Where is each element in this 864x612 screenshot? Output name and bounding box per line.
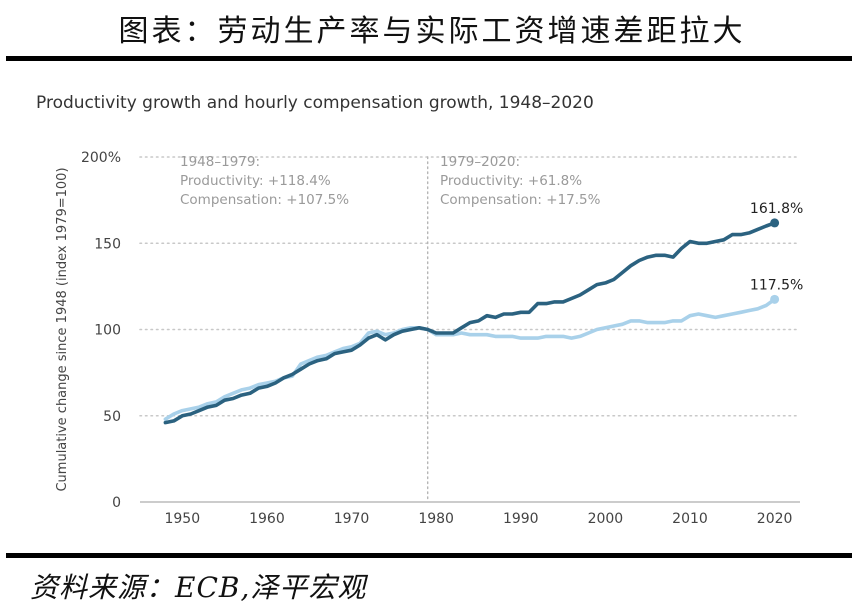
x-tick-label: 1960 (249, 511, 285, 527)
end-point-compensation (770, 294, 780, 304)
source-note: 资料来源：ECB,泽平宏观 (30, 571, 367, 604)
annotation-right-line: Compensation: +17.5% (440, 192, 601, 208)
top-rule (6, 56, 852, 61)
series-line-productivity (163, 221, 777, 425)
y-tick-label: 200% (81, 150, 121, 166)
y-axis-label: Cumulative change since 1948 (index 1979… (55, 167, 70, 491)
y-tick-label: 100 (94, 323, 121, 339)
x-tick-label: 1990 (503, 511, 539, 527)
figure-title: 图表：劳动生产率与实际工资增速差距拉大 (118, 14, 746, 49)
x-tick-label: 1970 (334, 511, 370, 527)
line-chart: Productivity growth and hourly compensat… (36, 93, 803, 527)
annotation-left-line: Compensation: +107.5% (180, 192, 349, 208)
x-tick-label: 2020 (757, 511, 793, 527)
x-tick-label: 1980 (418, 511, 454, 527)
series-line-compensation (163, 297, 777, 422)
chart-title: Productivity growth and hourly compensat… (36, 93, 594, 113)
annotation-left-line: Productivity: +118.4% (180, 173, 331, 189)
bottom-rule (6, 553, 852, 558)
annotation-right-line: Productivity: +61.8% (440, 173, 582, 189)
y-tick-label: 0 (112, 495, 121, 511)
x-tick-label: 1950 (164, 511, 200, 527)
x-tick-label: 2010 (672, 511, 708, 527)
x-tick-label: 2000 (588, 511, 624, 527)
end-point-productivity (770, 218, 780, 228)
annotation-left-line: 1948–1979: (180, 154, 260, 170)
end-label-compensation: 117.5% (750, 277, 803, 293)
annotation-right-line: 1979–2020: (440, 154, 520, 170)
y-tick-label: 150 (94, 236, 121, 252)
y-tick-label: 50 (103, 409, 121, 425)
end-label-productivity: 161.8% (750, 201, 803, 217)
